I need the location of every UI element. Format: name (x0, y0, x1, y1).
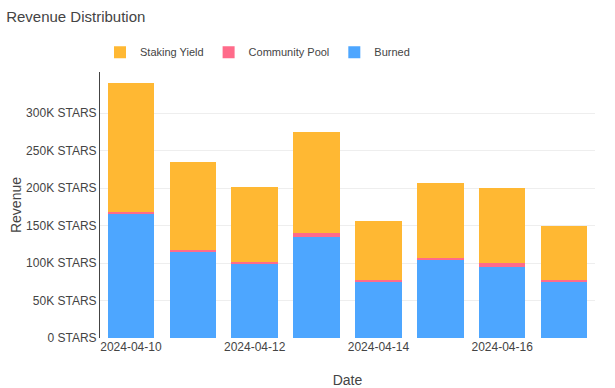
svg-text:50K STARS: 50K STARS (33, 294, 97, 308)
svg-text:Revenue Distribution: Revenue Distribution (6, 8, 145, 25)
svg-text:2024-04-12: 2024-04-12 (224, 340, 286, 354)
svg-text:250K STARS: 250K STARS (26, 144, 96, 158)
svg-text:Burned: Burned (374, 46, 409, 58)
svg-text:100K STARS: 100K STARS (26, 256, 96, 270)
svg-text:300K STARS: 300K STARS (26, 106, 96, 120)
svg-text:Revenue: Revenue (8, 177, 24, 233)
svg-text:2024-04-16: 2024-04-16 (471, 340, 533, 354)
svg-text:Community Pool: Community Pool (249, 46, 330, 58)
svg-text:Staking Yield: Staking Yield (140, 46, 204, 58)
svg-text:150K STARS: 150K STARS (26, 219, 96, 233)
svg-text:2024-04-10: 2024-04-10 (100, 340, 162, 354)
svg-text:200K STARS: 200K STARS (26, 181, 96, 195)
svg-text:2024-04-14: 2024-04-14 (348, 340, 410, 354)
svg-text:Date: Date (333, 372, 363, 388)
svg-text:0 STARS: 0 STARS (47, 331, 96, 345)
